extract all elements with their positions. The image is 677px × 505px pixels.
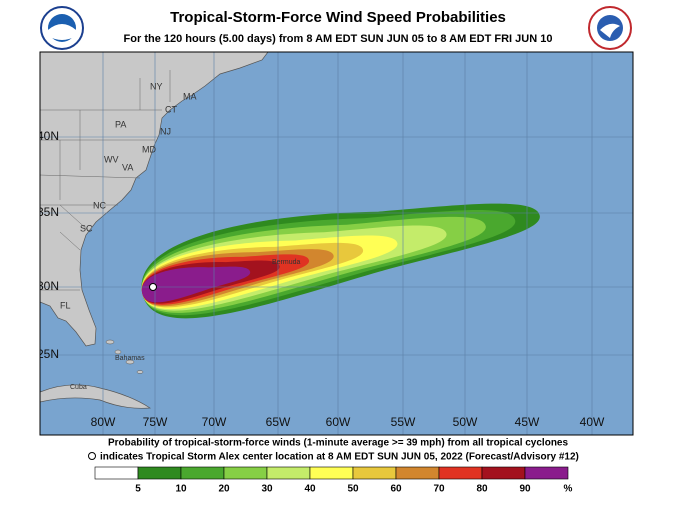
lon-label: 70W (202, 415, 227, 429)
lon-label: 50W (453, 415, 478, 429)
legend-label: 60 (390, 484, 402, 495)
grid (40, 52, 633, 435)
legend-swatch (438, 466, 483, 480)
lon-label: 65W (266, 415, 291, 429)
place-label: MA (183, 91, 197, 101)
legend-label: 50 (347, 484, 359, 495)
legend-label: 10 (175, 484, 187, 495)
storm-icon (88, 452, 96, 460)
legend-label: 40 (304, 484, 316, 495)
legend-swatch (266, 466, 311, 480)
footer-line: indicates Tropical Storm Alex center loc… (100, 452, 579, 463)
legend-swatch (524, 466, 569, 480)
map-frame (39, 51, 634, 436)
probability-swath (141, 203, 540, 319)
legend-label: 5 (135, 484, 141, 495)
lon-labels: 80W 75W 70W 65W 60W 55W 50W 45W 40W (91, 415, 605, 429)
legend-swatch (352, 466, 397, 480)
place-label: VA (122, 162, 133, 172)
place-label: PA (115, 119, 126, 129)
lon-label: 45W (515, 415, 540, 429)
state-borders (40, 70, 171, 291)
place-label: WV (104, 154, 119, 164)
legend-swatch (309, 466, 354, 480)
lat-label: 25N (37, 347, 59, 361)
place-label: NJ (160, 126, 171, 136)
legend-swatch (223, 466, 268, 480)
noaa-logo (40, 6, 84, 50)
lat-label: 35N (37, 205, 59, 219)
place-label: FL (60, 300, 71, 310)
lat-label: 40N (37, 129, 59, 143)
probability-contour (142, 266, 251, 303)
legend-label: 90 (519, 484, 531, 495)
lat-label: 30N (37, 279, 59, 293)
lon-label: 60W (326, 415, 351, 429)
lon-label: 75W (143, 415, 168, 429)
land (40, 52, 269, 347)
legend-swatch (481, 466, 526, 480)
legend-label: 20 (218, 484, 230, 495)
legend-swatch (180, 466, 225, 480)
footer-line: Probability of tropical-storm-force wind… (108, 438, 569, 449)
storm-center (149, 283, 157, 291)
lon-label: 55W (391, 415, 416, 429)
place-label: NC (93, 200, 106, 210)
title: Tropical-Storm-Force Wind Speed Probabil… (170, 9, 506, 26)
bahamas (105, 339, 144, 374)
legend-label: 80 (476, 484, 488, 495)
lon-label: 40W (580, 415, 605, 429)
place-label: Cuba (70, 384, 87, 391)
lon-label: 80W (91, 415, 116, 429)
cuba (40, 384, 152, 409)
place-label: MD (142, 144, 156, 154)
nws-logo (588, 6, 632, 50)
subtitle: For the 120 hours (5.00 days) from 8 AM … (124, 33, 553, 45)
legend-swatch (137, 466, 182, 480)
place-label: Bahamas (115, 355, 145, 362)
place-label: CT (165, 104, 177, 114)
legend-label: 70 (433, 484, 445, 495)
map: NY MA CT PA NJ MD WV VA NC SC FL Bermuda… (37, 52, 633, 435)
legend-label: 30 (261, 484, 273, 495)
legend-label: % (564, 484, 573, 495)
color-legend: 5 10 20 30 40 50 60 70 80 90% (94, 466, 573, 495)
legend-swatch (395, 466, 440, 480)
place-label: Bermuda (272, 259, 301, 266)
place-label: NY (150, 81, 163, 91)
place-label: SC (80, 223, 93, 233)
legend-swatch (94, 466, 139, 480)
